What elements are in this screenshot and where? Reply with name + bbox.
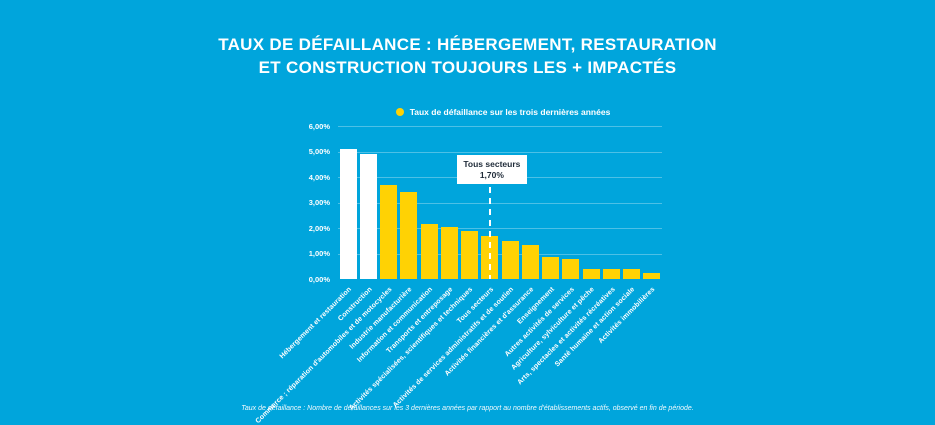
- chart-title: TAUX DE DÉFAILLANCE : HÉBERGEMENT, RESTA…: [0, 33, 935, 79]
- annotation-value: 1,70%: [479, 170, 504, 180]
- bar: [420, 224, 438, 279]
- y-axis-tick-label: 2,00%: [308, 223, 330, 233]
- bar: [400, 192, 418, 279]
- bar: [602, 268, 620, 279]
- annotation-box: Tous secteurs 1,70%: [456, 155, 527, 184]
- annotation-label: Tous secteurs: [463, 159, 521, 169]
- bar: [562, 258, 580, 279]
- y-axis-tick-label: 0,00%: [308, 274, 330, 284]
- chart-title-line1: TAUX DE DÉFAILLANCE : HÉBERGEMENT, RESTA…: [218, 35, 717, 54]
- gridline: [338, 228, 662, 229]
- y-axis-tick-label: 6,00%: [308, 121, 330, 131]
- annotation-dashed-line: [488, 187, 491, 279]
- bar: [643, 272, 661, 279]
- plot-area: Tous secteurs 1,70% 0,00% 1,00% 2,00% 3,00%…: [254, 122, 662, 425]
- bar: [582, 268, 600, 279]
- legend: Taux de défaillance sur les trois derniè…: [338, 107, 668, 117]
- bar: [339, 148, 357, 279]
- chart-title-line2: ET CONSTRUCTION TOUJOURS LES + IMPACTÉS: [258, 58, 677, 77]
- y-axis-tick-label: 1,00%: [308, 249, 330, 258]
- y-axis-tick-label: 3,00%: [308, 198, 330, 207]
- legend-label: Taux de défaillance sur les trois derniè…: [409, 107, 611, 117]
- y-axis-tick-label: 5,00%: [308, 147, 330, 156]
- legend-marker-icon: [395, 108, 404, 116]
- y-axis-tick-label: 4,00%: [308, 172, 330, 182]
- gridline: [338, 151, 662, 153]
- gridline: [338, 126, 662, 127]
- footnote: Taux de défaillance : Nombre de défailla…: [241, 405, 694, 412]
- bar: [623, 268, 641, 279]
- x-axis-label: Hébergement et restauration: [278, 286, 354, 361]
- bar: [501, 240, 519, 279]
- gridline: [338, 253, 662, 255]
- bar: [461, 230, 479, 279]
- bar: [521, 244, 539, 279]
- bar: [440, 226, 458, 279]
- bar: [359, 154, 377, 279]
- bar: [542, 257, 560, 279]
- bar: [380, 184, 398, 279]
- gridline: [338, 202, 662, 204]
